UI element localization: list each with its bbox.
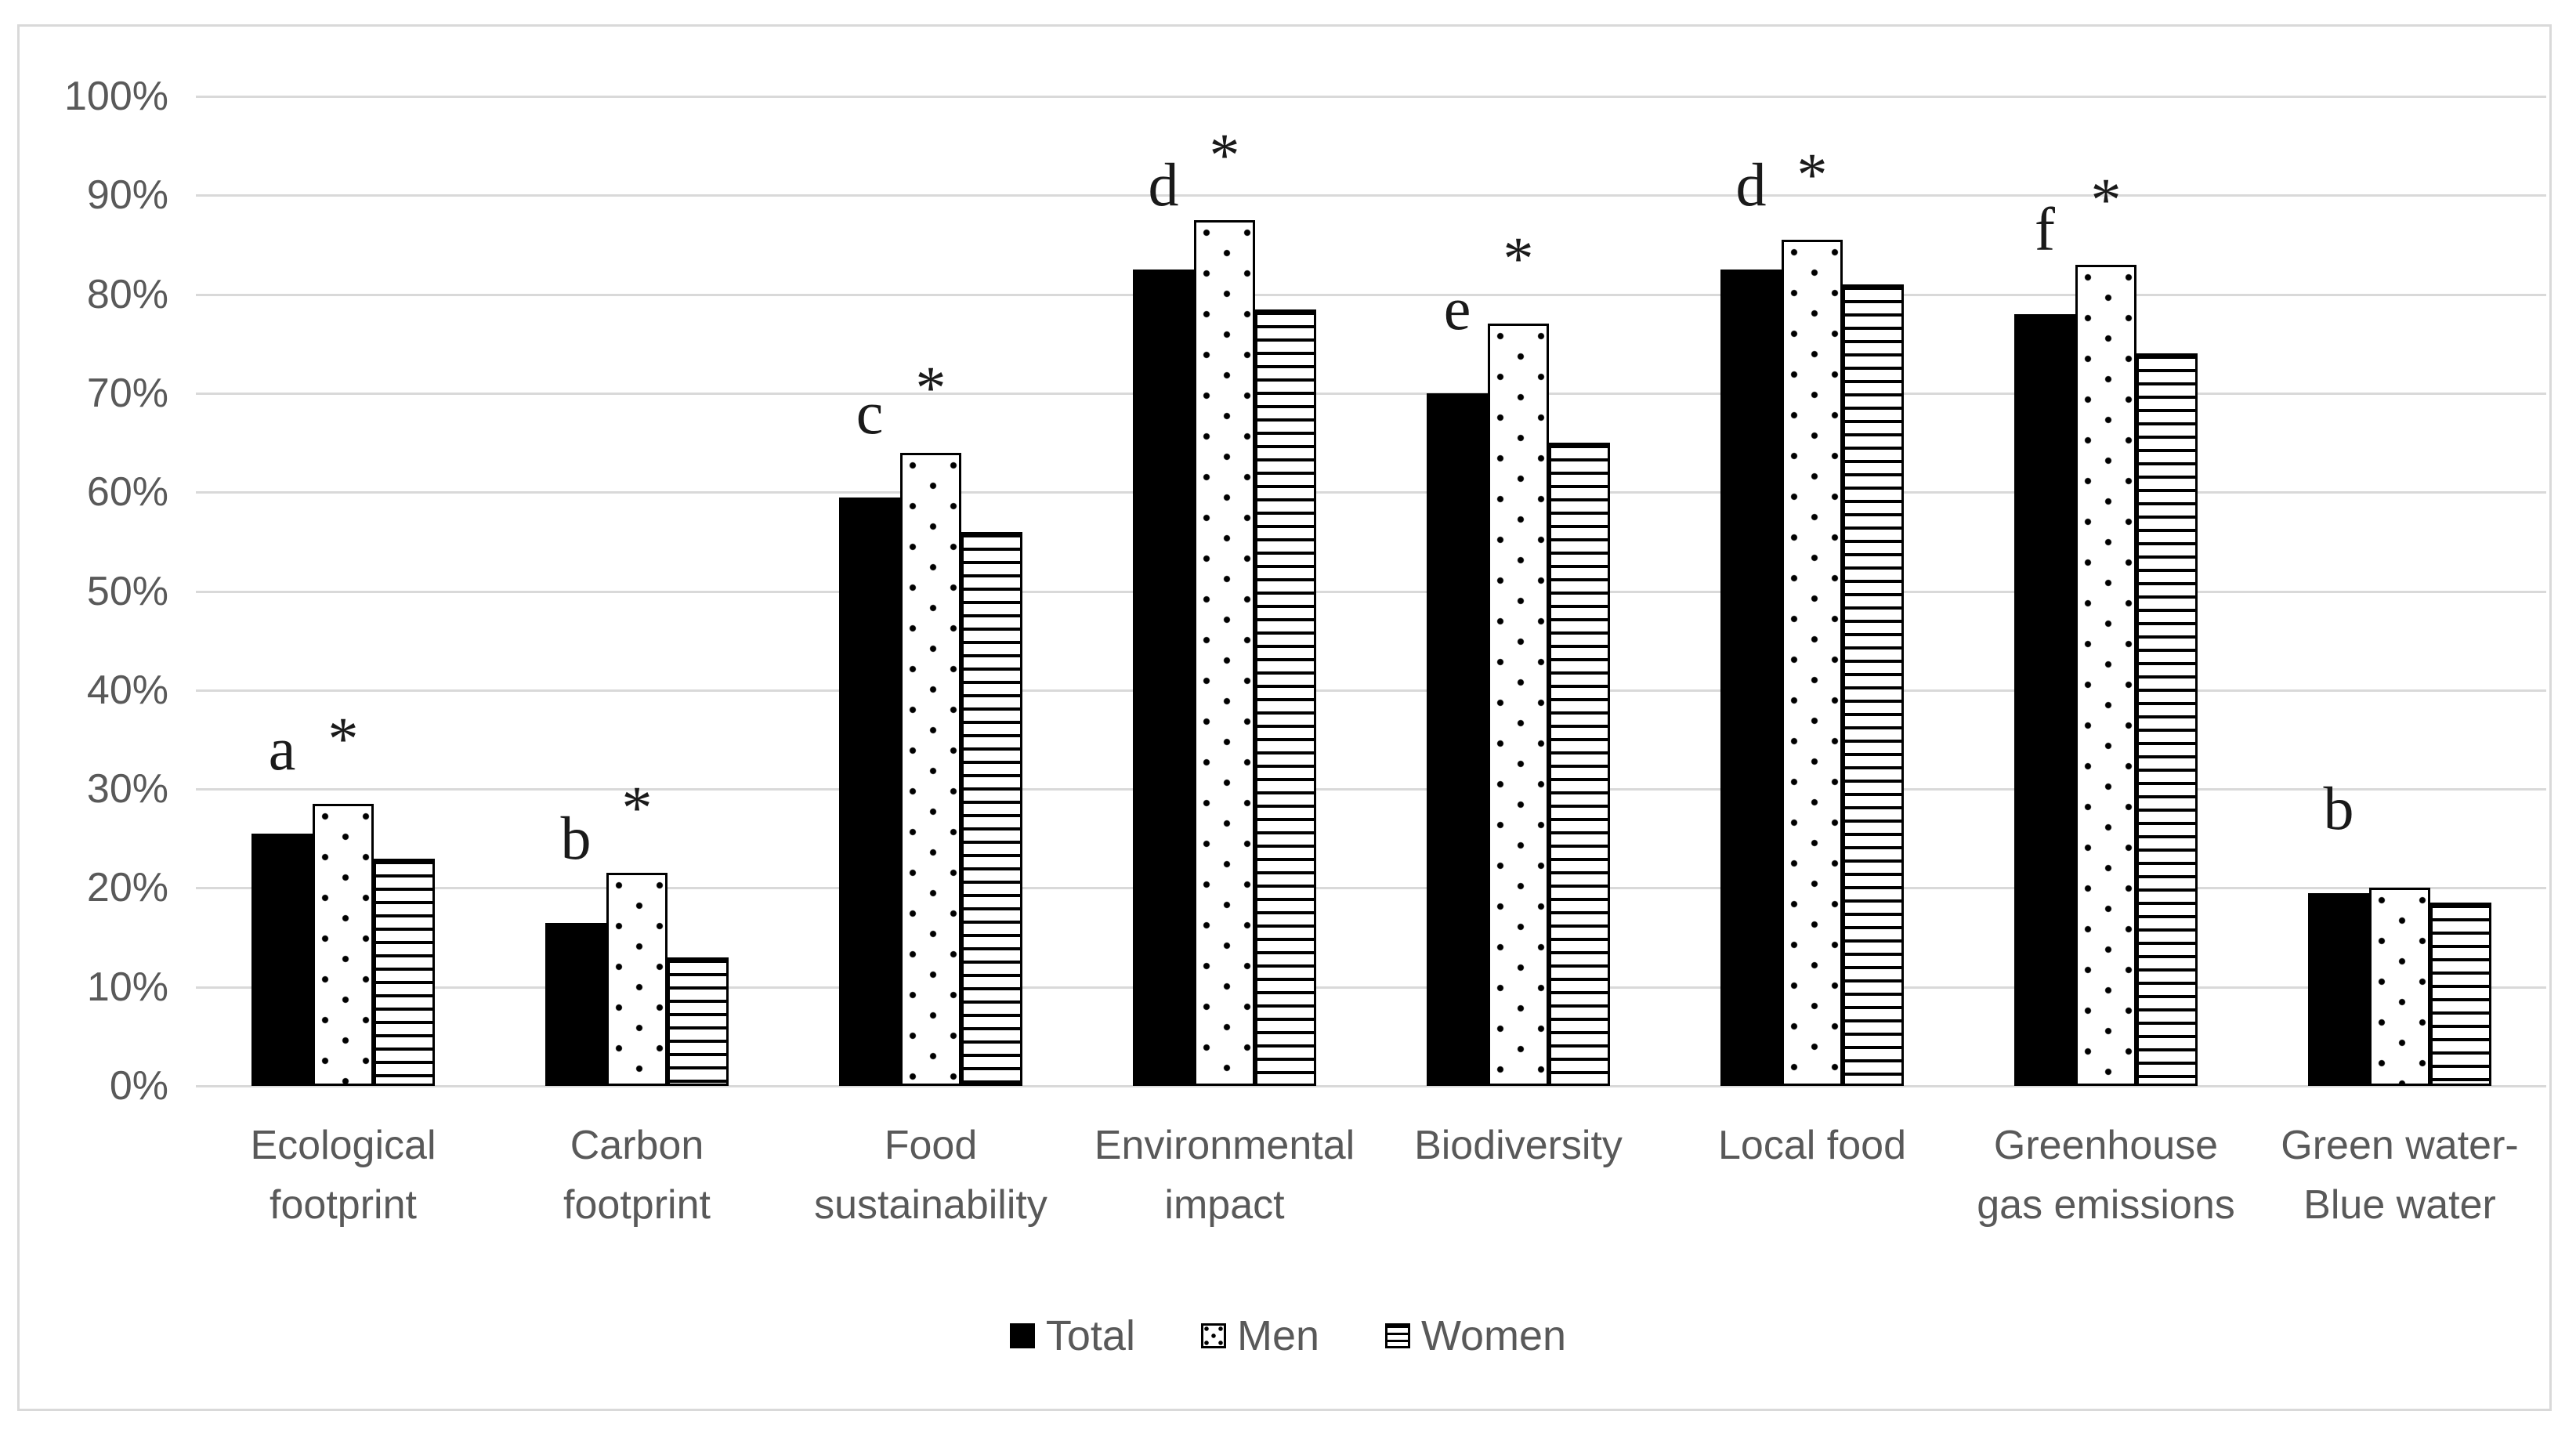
y-axis-tick-label: 80% (86, 272, 168, 317)
category-label-2: Food sustainability (814, 1123, 1047, 1228)
annotation-letter: d (1735, 150, 1767, 219)
bar-total-0 (251, 834, 313, 1086)
legend-swatch-hlines-icon (1385, 1323, 1411, 1348)
annotation-letter: d (1148, 150, 1179, 219)
annotation-asterisk: * (2090, 165, 2122, 233)
legend-swatch-solid-icon (1009, 1323, 1035, 1348)
annotation-asterisk: * (1796, 140, 1828, 208)
y-axis-tick-label: 20% (86, 865, 168, 910)
legend-item-women: Women (1385, 1312, 1566, 1360)
category-label-7: Green water-Blue water (2281, 1123, 2519, 1228)
bar-men-6 (2075, 265, 2136, 1086)
bar-women-1 (668, 957, 729, 1086)
category-label-0: Ecological footprint (250, 1123, 436, 1228)
y-axis-tick-label: 100% (64, 74, 168, 119)
annotation-asterisk: * (915, 353, 946, 422)
legend-label: Women (1421, 1312, 1567, 1359)
category-label-5: Local food (1718, 1123, 1906, 1168)
category-label-1: Carbon footprint (563, 1123, 711, 1228)
gridline (196, 96, 2546, 98)
bar-women-0 (374, 859, 435, 1086)
legend-label: Total (1045, 1312, 1135, 1359)
bar-women-3 (1255, 309, 1316, 1086)
category-label-6: Greenhouse gas emissions (1977, 1123, 2235, 1228)
gridline (196, 887, 2546, 889)
bar-total-3 (1133, 270, 1194, 1086)
bar-total-4 (1427, 393, 1488, 1086)
gridline (196, 788, 2546, 791)
y-axis-tick-label: 50% (86, 569, 168, 614)
bar-men-4 (1488, 324, 1549, 1086)
annotation-letter: a (268, 715, 296, 783)
y-axis-tick-label: 0% (109, 1063, 168, 1109)
annotation-letter: b (2323, 774, 2354, 842)
legend: Total Men Women (0, 1302, 2576, 1370)
bar-men-1 (606, 873, 668, 1086)
y-axis-tick-label: 10% (86, 964, 168, 1010)
bar-women-5 (1843, 284, 1904, 1086)
bar-total-2 (839, 498, 900, 1086)
gridline (196, 986, 2546, 989)
y-axis-tick-label: 60% (86, 469, 168, 515)
gridline (196, 491, 2546, 494)
bar-total-1 (545, 923, 606, 1086)
gridline (196, 194, 2546, 197)
category-label-3: Environmental impact (1094, 1123, 1355, 1228)
bar-women-7 (2430, 903, 2491, 1086)
y-axis-tick-label: 90% (86, 172, 168, 218)
bar-total-7 (2308, 893, 2369, 1086)
annotation-asterisk: * (621, 773, 653, 841)
bar-women-6 (2136, 353, 2198, 1086)
gridline (196, 393, 2546, 395)
annotation-asterisk: * (1209, 121, 1240, 189)
bar-men-0 (313, 804, 374, 1086)
bar-men-2 (900, 453, 961, 1086)
legend-item-total: Total (1009, 1312, 1135, 1360)
gridline (196, 1085, 2546, 1087)
y-axis-tick-label: 70% (86, 371, 168, 416)
annotation-letter: f (2035, 195, 2055, 263)
annotation-letter: c (856, 378, 884, 447)
annotation-letter: e (1443, 274, 1471, 342)
y-axis-tick-label: 30% (86, 766, 168, 812)
bar-men-5 (1782, 240, 1843, 1086)
bar-total-6 (2014, 314, 2075, 1086)
y-axis-tick-label: 40% (86, 668, 168, 713)
annotation-asterisk: * (327, 704, 359, 773)
gridline (196, 689, 2546, 692)
legend-label: Men (1236, 1312, 1320, 1359)
bar-women-2 (961, 532, 1022, 1086)
bar-men-7 (2369, 888, 2430, 1086)
annotation-letter: b (560, 804, 592, 872)
gridline (196, 591, 2546, 593)
gridline (196, 294, 2546, 296)
bar-men-3 (1194, 220, 1255, 1086)
bar-total-5 (1720, 270, 1782, 1086)
annotation-asterisk: * (1503, 224, 1534, 292)
legend-item-men: Men (1200, 1312, 1320, 1360)
bar-women-4 (1549, 443, 1610, 1086)
legend-swatch-dots-icon (1200, 1323, 1226, 1348)
category-label-4: Biodiversity (1414, 1123, 1623, 1168)
